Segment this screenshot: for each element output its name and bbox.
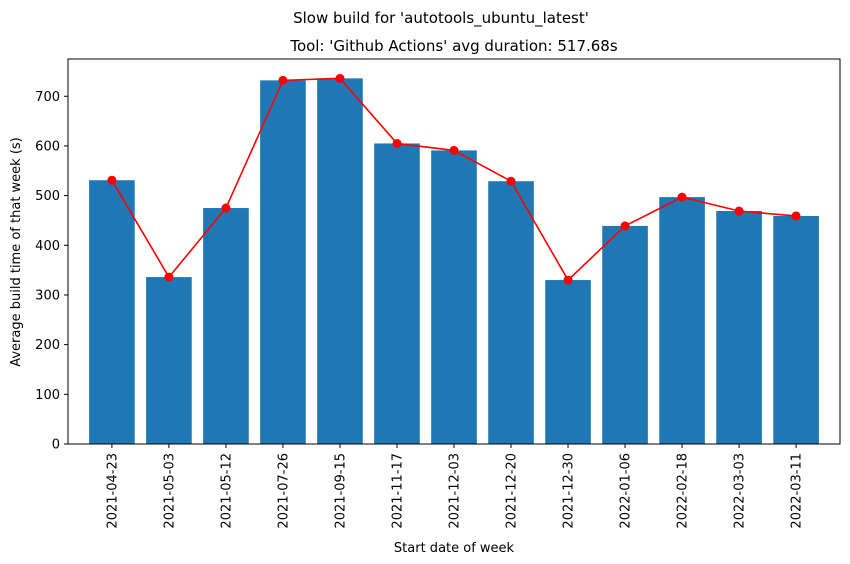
bar-2021-09-15 [317, 78, 363, 444]
bar-2021-12-20 [488, 181, 534, 444]
line-point-2021-12-03 [449, 145, 459, 155]
x-tick-label-2022-03-11: 2022-03-11 [790, 453, 805, 529]
bar-2022-03-03 [716, 211, 762, 444]
y-tick-label-100: 100 [35, 388, 60, 403]
line-point-2022-03-11 [791, 211, 801, 221]
x-tick-label-2022-03-03: 2022-03-03 [733, 453, 748, 529]
line-point-2022-01-06 [620, 221, 630, 231]
bar-2021-12-30 [545, 280, 591, 444]
bar-2022-02-18 [659, 197, 705, 444]
bar-2022-01-06 [602, 225, 648, 444]
line-point-2021-12-30 [563, 275, 573, 285]
bar-2021-12-03 [431, 150, 477, 445]
x-tick-label-2021-09-15: 2021-09-15 [333, 453, 348, 529]
bar-2021-04-23 [89, 180, 135, 445]
bar-2021-05-12 [203, 208, 249, 444]
chart-title: Tool: 'Github Actions' avg duration: 517… [289, 37, 618, 55]
x-tick-label-2021-05-12: 2021-05-12 [219, 453, 234, 529]
y-tick-label-200: 200 [35, 338, 60, 353]
x-tick-label-2021-12-30: 2021-12-30 [562, 453, 577, 529]
x-tick-label-2022-02-18: 2022-02-18 [676, 453, 691, 529]
line-point-2021-12-20 [506, 176, 516, 186]
chart-suptitle: Slow build for 'autotools_ubuntu_latest' [293, 9, 589, 28]
y-tick-label-300: 300 [35, 288, 60, 303]
y-tick-label-400: 400 [35, 239, 60, 254]
x-tick-label-2021-11-17: 2021-11-17 [390, 453, 405, 529]
line-point-2021-09-15 [335, 73, 345, 83]
line-point-2021-05-12 [221, 203, 231, 213]
x-tick-label-2021-12-03: 2021-12-03 [448, 453, 463, 529]
line-point-2021-07-26 [278, 75, 288, 85]
plot-area: 0 100 200 300 400 500 600 700 2021-04-23 2021-05-… [35, 58, 841, 529]
x-axis-label: Start date of week [394, 541, 515, 556]
bar-2022-03-11 [773, 215, 819, 444]
x-tick-label-2021-07-26: 2021-07-26 [276, 453, 291, 529]
bar-2021-05-03 [146, 277, 192, 444]
line-point-2021-05-03 [164, 272, 174, 282]
x-tick-label-2021-05-03: 2021-05-03 [162, 453, 177, 529]
line-point-2021-11-17 [392, 138, 402, 148]
bar-2021-11-17 [374, 143, 420, 445]
x-tick-label-2021-12-20: 2021-12-20 [505, 453, 520, 529]
y-tick-label-500: 500 [35, 189, 60, 204]
bar-2021-07-26 [260, 80, 306, 444]
y-tick-label-600: 600 [35, 139, 60, 154]
y-axis-label: Average build time of that week (s) [9, 137, 24, 367]
line-point-2022-02-18 [677, 192, 687, 202]
line-point-2021-04-23 [107, 175, 117, 185]
x-tick-label-2022-01-06: 2022-01-06 [619, 453, 634, 529]
line-point-2022-03-03 [734, 206, 744, 216]
y-tick-label-700: 700 [35, 90, 60, 105]
y-tick-label-0: 0 [52, 438, 60, 453]
x-tick-label-2021-04-23: 2021-04-23 [105, 453, 120, 529]
